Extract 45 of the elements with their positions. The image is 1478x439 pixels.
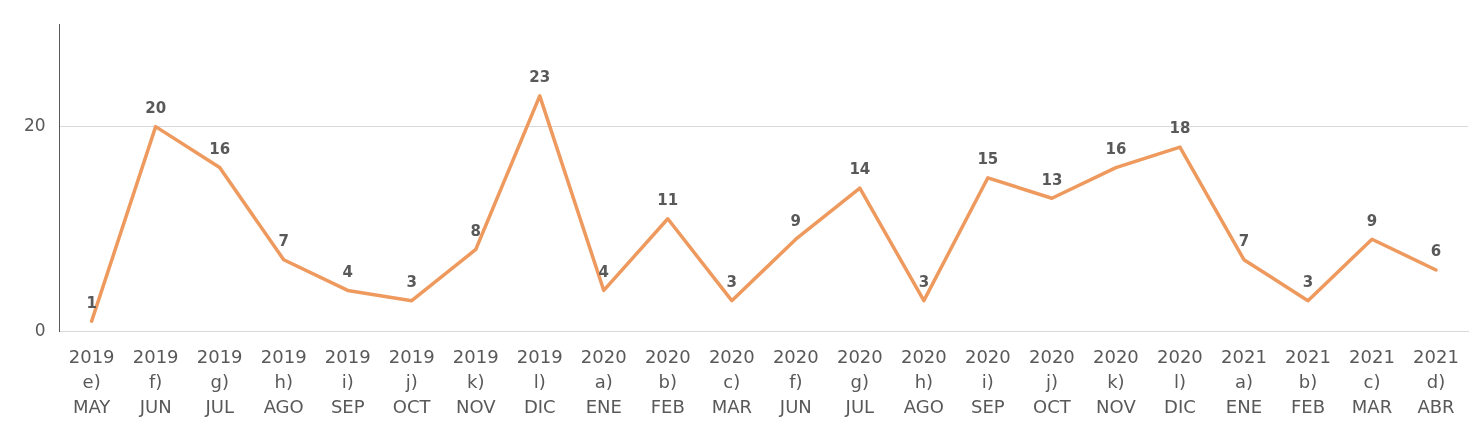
data-label: 7 <box>278 232 289 251</box>
x-tick-label: 2021 b) FEB <box>1285 345 1331 418</box>
x-tick-label: 2020 j) OCT <box>1028 345 1075 418</box>
data-label: 15 <box>977 150 999 169</box>
data-label: 9 <box>790 211 802 230</box>
data-label: 23 <box>529 68 551 87</box>
data-label: 3 <box>406 273 417 292</box>
x-tick-label: 2019 e) MAY <box>68 345 115 418</box>
data-label: 16 <box>209 139 231 158</box>
x-tick-label: 2019 h) AGO <box>260 345 307 418</box>
data-label: 3 <box>1302 273 1314 292</box>
data-label: 3 <box>918 273 930 292</box>
x-tick-label: 2020 l) DIC <box>1157 345 1203 418</box>
data-label: 14 <box>849 160 871 179</box>
x-tick-label: 2021 a) ENE <box>1221 345 1267 418</box>
x-tick-label: 2020 h) AGO <box>900 345 947 418</box>
x-tick-label: 2020 i) SEP <box>964 345 1011 418</box>
x-tick-label: 2019 f) JUN <box>132 345 179 418</box>
x-tick-label: 2019 i) SEP <box>324 345 371 418</box>
x-tick-label: 2020 k) NOV <box>1093 345 1139 418</box>
data-label: 3 <box>726 273 738 292</box>
x-tick-label: 2021 d) ABR <box>1413 345 1459 418</box>
x-tick-label: 2021 c) MAR <box>1349 345 1395 418</box>
x-tick-label: 2019 g) JUL <box>196 345 243 418</box>
data-label: 11 <box>657 191 679 210</box>
x-tick-label: 2019 j) OCT <box>388 345 435 418</box>
x-tick-label: 2020 g) JUL <box>836 345 883 418</box>
y-tick-label: 0 <box>34 319 46 340</box>
data-label: 18 <box>1169 119 1191 138</box>
x-tick-label: 2019 k) NOV <box>452 345 499 418</box>
x-tick-label: 2020 c) MAR <box>708 345 755 418</box>
x-tick-label: 2020 f) JUN <box>772 345 819 418</box>
data-label: 16 <box>1105 139 1127 158</box>
data-label: 7 <box>1238 232 1250 251</box>
data-label: 1 <box>86 293 97 312</box>
data-label: 6 <box>1430 242 1442 261</box>
x-tick-label: 2019 l) DIC <box>516 345 563 418</box>
data-label: 20 <box>145 98 167 117</box>
data-label: 9 <box>1366 211 1378 230</box>
data-label: 13 <box>1041 170 1063 189</box>
x-tick-label: 2020 b) FEB <box>644 345 691 418</box>
data-label: 4 <box>342 262 353 281</box>
data-label: 8 <box>470 221 481 240</box>
x-tick-label: 2020 a) ENE <box>580 345 627 418</box>
data-label: 4 <box>598 262 609 281</box>
